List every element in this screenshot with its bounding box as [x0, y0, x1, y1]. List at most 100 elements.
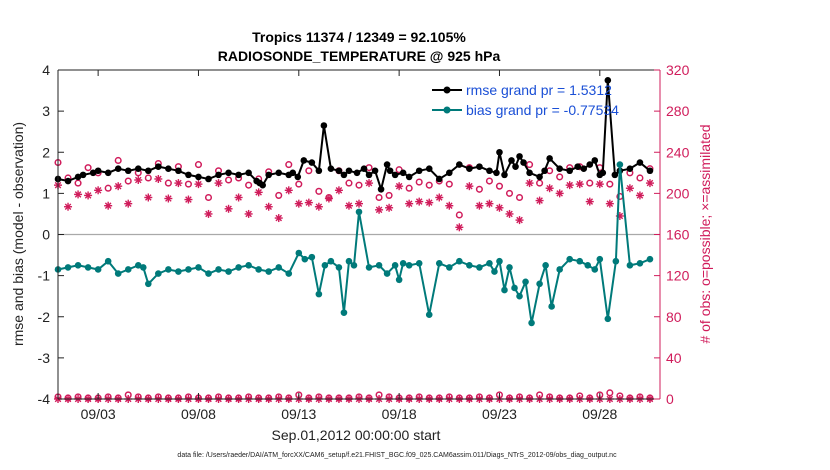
- bias-point: [94, 266, 102, 273]
- bias-point: [476, 264, 483, 271]
- assimilated-obs-marker: [344, 201, 353, 210]
- legend-bias-label: bias grand pr = -0.77534: [466, 102, 619, 118]
- assimilated-obs-marker: [605, 199, 614, 208]
- bias-point: [265, 268, 273, 275]
- bias-point: [285, 270, 293, 277]
- assimilated-obs-marker: [234, 193, 243, 202]
- assimilated-obs-marker: [555, 189, 564, 198]
- possible-obs-marker: [556, 173, 564, 181]
- bias-point: [425, 311, 433, 318]
- possible-obs-marker: [275, 191, 283, 199]
- assimilated-obs-marker: [525, 179, 534, 188]
- rmse-point: [289, 169, 297, 177]
- rmse-point: [175, 167, 182, 175]
- bias-point: [566, 255, 573, 263]
- bias-point: [576, 257, 584, 265]
- bias-point: [165, 266, 172, 273]
- rmse-point: [64, 177, 72, 185]
- possible-obs-marker: [485, 177, 493, 185]
- assimilated-obs-marker: [415, 197, 424, 206]
- assimilated-obs-marker: [164, 194, 173, 203]
- assimilated-obs-marker: [304, 198, 313, 207]
- rmse-point: [512, 163, 519, 170]
- x-tick-label: 09/08: [181, 406, 216, 422]
- rmse-point: [556, 165, 563, 172]
- bias-point: [604, 315, 612, 323]
- assimilated-obs-marker: [625, 184, 634, 193]
- bias-point: [321, 262, 329, 269]
- assimilated-obs-marker: [154, 174, 163, 183]
- rmse-point: [104, 169, 112, 177]
- rmse-point: [245, 169, 252, 177]
- bias-point: [74, 262, 82, 269]
- assimilated-obs-marker: [214, 179, 223, 188]
- assimilated-obs-marker: [575, 180, 584, 189]
- possible-obs-marker: [526, 161, 534, 169]
- possible-obs-marker: [184, 180, 192, 188]
- rmse-point: [526, 169, 533, 177]
- legend-rmse-marker: [443, 86, 451, 94]
- bias-point: [636, 259, 644, 267]
- possible-obs-marker: [74, 179, 82, 187]
- bias-point: [584, 262, 592, 269]
- rmse-point: [456, 161, 463, 168]
- assimilated-obs-marker: [94, 186, 103, 195]
- y-tick-label: 4: [42, 62, 50, 78]
- bias-point: [612, 257, 620, 265]
- rmse-point: [646, 167, 654, 175]
- rmse-point: [516, 153, 523, 160]
- possible-obs-marker: [355, 181, 363, 189]
- bias-point: [522, 278, 529, 286]
- bias-point: [556, 266, 563, 273]
- assimilated-obs-marker: [535, 196, 544, 205]
- bias-point: [301, 255, 309, 263]
- rmse-point: [520, 159, 527, 166]
- x-tick-label: 09/23: [482, 406, 517, 422]
- assimilated-obs-marker: [455, 223, 464, 232]
- bias-point: [536, 280, 543, 288]
- rmse-point: [611, 171, 619, 179]
- rmse-point: [425, 165, 433, 172]
- assimilated-obs-marker: [314, 202, 323, 211]
- x-tick-label: 09/28: [582, 406, 617, 422]
- bias-point: [435, 259, 443, 267]
- possible-obs-marker: [395, 166, 403, 174]
- y2-tick-label: 320: [666, 62, 690, 78]
- rmse-point: [508, 157, 515, 164]
- possible-obs-marker: [204, 193, 213, 202]
- rmse-point: [391, 171, 399, 179]
- bias-point: [446, 264, 453, 271]
- rmse-point: [546, 155, 553, 162]
- rmse-point: [493, 169, 500, 177]
- possible-obs-marker: [385, 191, 393, 199]
- possible-obs-marker: [164, 179, 172, 187]
- bias-point: [506, 264, 513, 271]
- bias-point: [528, 319, 535, 327]
- bias-point: [114, 270, 122, 277]
- rmse-point: [636, 159, 644, 166]
- bias-point: [308, 253, 316, 261]
- assimilated-obs-marker: [495, 203, 504, 212]
- bias-point: [335, 264, 343, 271]
- assimilated-obs-marker: [264, 202, 273, 211]
- bias-point: [399, 259, 407, 267]
- rmse-point: [486, 167, 493, 175]
- bias-point: [646, 255, 654, 263]
- assimilated-obs-marker: [635, 191, 644, 200]
- possible-obs-marker: [114, 156, 122, 165]
- assimilated-obs-marker: [425, 198, 434, 207]
- y2-tick-label: 40: [666, 350, 682, 366]
- y-tick-label: 0: [42, 227, 50, 243]
- rmse-point: [124, 167, 132, 175]
- rmse-point: [345, 167, 353, 175]
- possible-obs-marker: [245, 181, 253, 189]
- assimilated-obs-marker: [645, 179, 654, 188]
- bias-point: [64, 264, 72, 271]
- bias-point: [491, 268, 498, 275]
- bias-point: [175, 268, 182, 275]
- rmse-point: [377, 185, 385, 193]
- possible-obs-marker: [636, 174, 644, 182]
- rmse-point: [405, 173, 413, 181]
- bias-point: [195, 264, 202, 271]
